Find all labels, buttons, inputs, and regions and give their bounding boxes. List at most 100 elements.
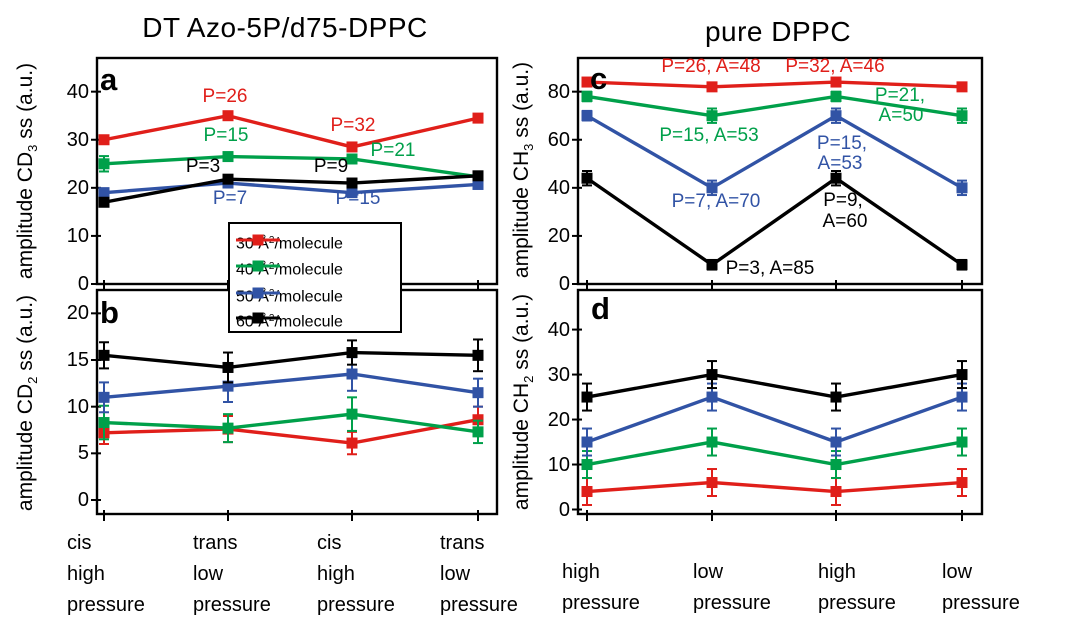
y-tick-label: 0: [77, 273, 89, 295]
annotation: P=26: [202, 86, 248, 107]
x-category-line: low: [693, 561, 724, 583]
legend-marker-black: [236, 312, 280, 324]
data-point: [98, 187, 110, 199]
y-tick-label: 40: [66, 80, 89, 103]
panel-d-plot: [572, 288, 984, 521]
data-point: [956, 477, 968, 489]
y-tick-label: 20: [547, 408, 570, 431]
x-category-line: low: [193, 563, 224, 585]
x-category-label: trans low pressure: [193, 528, 271, 621]
data-point: [956, 369, 968, 381]
annotation: P=26, A=48: [661, 56, 761, 77]
y-tick-label: 0: [77, 489, 89, 511]
data-point: [346, 141, 358, 153]
panel-letter-d: d: [591, 291, 610, 326]
x-category-line: pressure: [317, 594, 395, 616]
figure-title-left: DT Azo-5P/d75-DPPC: [142, 12, 428, 43]
legend-marker-green: [236, 260, 280, 272]
y-tick-label: 10: [66, 224, 89, 247]
data-point: [222, 173, 234, 185]
series-black: [98, 338, 484, 384]
data-point: [830, 172, 842, 184]
data-point: [472, 112, 484, 124]
x-category-line: high: [317, 563, 355, 585]
data-point: [830, 90, 842, 102]
data-point: [222, 151, 234, 163]
data-point: [956, 110, 968, 122]
x-category-label: cis high pressure: [317, 528, 395, 621]
data-point: [346, 347, 358, 359]
x-category-line: cis: [317, 532, 342, 554]
data-line: [103, 154, 479, 179]
series-blue: [98, 356, 484, 414]
x-category-line: trans: [193, 532, 238, 554]
data-point: [581, 172, 593, 184]
data-point: [346, 368, 358, 380]
series-blue: [581, 382, 968, 457]
x-category-line: pressure: [693, 592, 771, 614]
data-line: [586, 94, 963, 118]
x-category-line: low: [440, 563, 471, 585]
legend-item: 50 Å2/molecule: [230, 286, 343, 308]
panel-b-plot: [91, 288, 499, 521]
data-point: [830, 486, 842, 498]
text-segment: amplitude CH: [510, 382, 534, 511]
data-line: [103, 418, 479, 445]
annotation: P=15, A=53: [659, 125, 759, 146]
annotation: P=32, A=46: [785, 56, 885, 77]
x-category-line: cis: [67, 532, 92, 554]
data-point: [706, 259, 718, 271]
series-red: [581, 468, 968, 507]
legend-item: 60 Å2/molecule: [230, 311, 343, 333]
data-point: [472, 426, 484, 438]
data-point: [956, 81, 968, 93]
legend-item: 40 Å2/molecule: [230, 259, 343, 281]
data-point: [706, 369, 718, 381]
x-category-line: high: [562, 561, 600, 583]
data-point: [830, 436, 842, 448]
data-line: [103, 174, 479, 204]
panel-c-frame: [576, 56, 984, 286]
data-line: [103, 113, 479, 149]
data-point: [706, 477, 718, 489]
data-line: [586, 440, 963, 467]
data-point: [706, 110, 718, 122]
data-line: [103, 412, 479, 434]
series-red: [581, 76, 968, 93]
x-category-line: pressure: [562, 592, 640, 614]
data-point: [98, 134, 110, 146]
data-point: [98, 196, 110, 208]
x-category-line: high: [67, 563, 105, 585]
panel-c-plot: [572, 56, 984, 291]
annotation: P=3, A=85: [725, 258, 815, 279]
y-tick-label: 5: [77, 442, 89, 465]
legend-marker-blue: [236, 287, 280, 299]
data-point: [581, 459, 593, 471]
data-point: [346, 187, 358, 199]
text-segment: /molecule: [274, 235, 343, 253]
y-tick-label: 20: [66, 302, 89, 325]
data-point: [346, 177, 358, 189]
annotation: P=7: [212, 188, 248, 209]
x-category-label: cis high pressure: [67, 528, 145, 621]
data-point: [706, 81, 718, 93]
text-segment: /molecule: [274, 313, 343, 331]
x-category-line: pressure: [193, 594, 271, 616]
data-point: [581, 76, 593, 88]
data-point: [222, 380, 234, 392]
data-point: [98, 349, 110, 361]
data-point: [222, 361, 234, 373]
y-tick-label: 40: [547, 176, 570, 199]
data-point: [98, 391, 110, 403]
data-point: [956, 259, 968, 271]
y-tick-label: 20: [547, 224, 570, 247]
data-line: [103, 181, 479, 195]
data-point: [472, 349, 484, 361]
annotation: P=9,: [823, 190, 863, 211]
annotation: P=15,: [816, 133, 868, 154]
x-category-line: high: [818, 561, 856, 583]
data-point: [222, 110, 234, 122]
data-point: [706, 391, 718, 403]
